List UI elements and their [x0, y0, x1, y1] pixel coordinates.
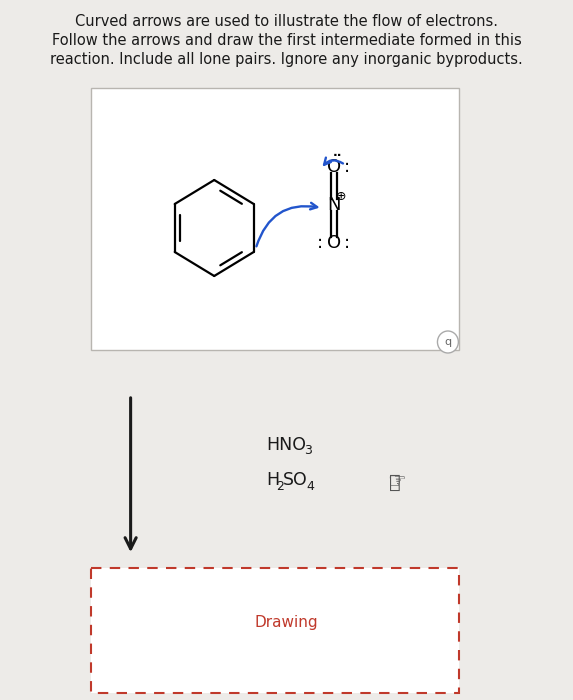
Text: HNO: HNO [266, 436, 307, 454]
Text: :: : [343, 234, 350, 252]
Text: Curved arrows are used to illustrate the flow of electrons.: Curved arrows are used to illustrate the… [75, 14, 498, 29]
Text: 3: 3 [304, 444, 312, 458]
Bar [91, 568, 460, 693]
Bar [91, 568, 460, 693]
Text: ··: ·· [333, 150, 343, 162]
Circle shape [437, 331, 458, 353]
Text: Drawing: Drawing [254, 615, 318, 631]
Text: H: H [266, 471, 280, 489]
Text: q: q [444, 337, 452, 347]
Text: :: : [317, 234, 324, 252]
Text: Follow the arrows and draw the first intermediate formed in this: Follow the arrows and draw the first int… [52, 33, 521, 48]
Text: SO: SO [282, 471, 307, 489]
Text: O: O [327, 158, 341, 176]
Text: ☞: ☞ [387, 472, 406, 492]
Bar [91, 88, 460, 350]
Text: O: O [327, 234, 341, 252]
Text: ⊕: ⊕ [336, 190, 347, 204]
Text: N: N [327, 196, 341, 214]
Text: reaction. Include all lone pairs. Ignore any inorganic byproducts.: reaction. Include all lone pairs. Ignore… [50, 52, 523, 67]
Text: 2: 2 [276, 480, 284, 493]
Text: :: : [343, 158, 350, 176]
Text: 💬: 💬 [389, 473, 401, 491]
Text: 4: 4 [307, 480, 314, 493]
